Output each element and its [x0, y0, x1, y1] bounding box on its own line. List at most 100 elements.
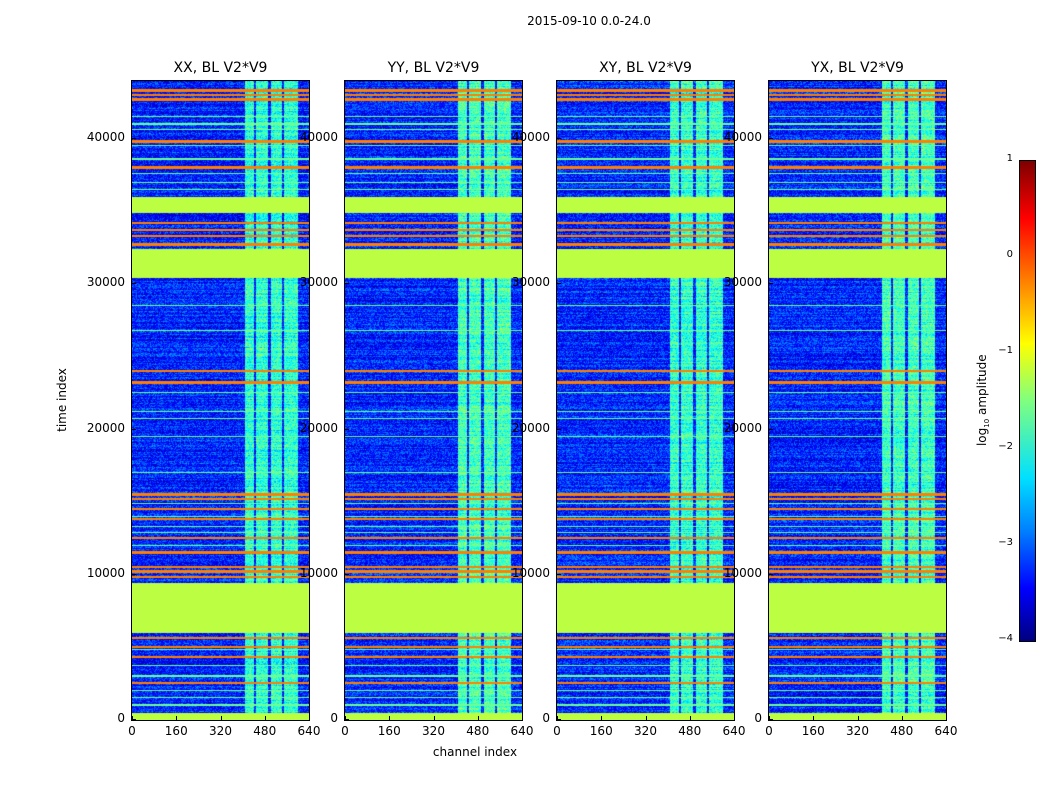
y-tick-label: 40000 — [86, 130, 125, 145]
y-tick-mark — [345, 283, 349, 285]
x-tick-label: 320 — [209, 724, 232, 738]
x-tick-mark — [769, 716, 770, 720]
x-tick-mark — [522, 716, 523, 720]
colorbar-tick-label: −2 — [998, 441, 1013, 452]
heatmap-image — [132, 81, 309, 720]
colorbar — [1019, 160, 1036, 642]
y-tick-mark — [132, 428, 136, 430]
x-tick-label: 320 — [422, 724, 445, 738]
heatmap-image — [557, 81, 734, 720]
x-tick-label: 480 — [253, 724, 277, 738]
x-tick-mark — [946, 716, 947, 720]
figure-title: 2015-09-10 0.0-24.0 — [527, 14, 651, 28]
colorbar-tick-label: 0 — [1006, 249, 1013, 260]
y-tick-mark — [557, 719, 561, 720]
x-tick-label: 320 — [634, 724, 657, 738]
x-tick-mark — [477, 716, 479, 720]
x-tick-label: 320 — [846, 724, 869, 738]
y-tick-label: 10000 — [511, 565, 550, 580]
y-tick-mark — [132, 138, 136, 140]
waterfall-panel-2: YY, BL V2*V9 — [344, 60, 523, 721]
y-tick-mark — [557, 283, 561, 285]
y-tick-label: 0 — [330, 711, 338, 725]
y-tick-label: 40000 — [299, 130, 338, 145]
y-tick-label: 40000 — [511, 130, 550, 145]
y-tick-label: 30000 — [511, 275, 550, 290]
panel-title: XY, BL V2*V9 — [599, 60, 692, 76]
y-tick-label: 10000 — [299, 565, 338, 580]
y-tick-mark — [345, 719, 349, 720]
x-tick-mark — [309, 716, 310, 720]
x-tick-mark — [220, 716, 222, 720]
x-tick-mark — [689, 716, 691, 720]
x-tick-mark — [813, 716, 815, 720]
y-tick-mark — [769, 428, 773, 430]
y-tick-mark — [769, 283, 773, 285]
y-tick-label: 20000 — [299, 420, 338, 435]
x-tick-label: 480 — [890, 724, 914, 738]
panel-title: YY, BL V2*V9 — [387, 60, 480, 76]
y-tick-label: 0 — [117, 711, 125, 725]
y-tick-mark — [769, 719, 773, 720]
x-tick-mark — [264, 716, 266, 720]
y-tick-label: 10000 — [723, 565, 762, 580]
waterfall-panel-1: XX, BL V2*V9 — [131, 60, 310, 721]
x-tick-label: 0 — [128, 724, 136, 738]
y-tick-mark — [769, 573, 773, 575]
x-tick-label: 480 — [678, 724, 702, 738]
x-tick-label: 0 — [341, 724, 349, 738]
x-tick-label: 160 — [377, 724, 401, 738]
colorbar-tick-label: −4 — [998, 633, 1013, 644]
y-tick-label: 20000 — [511, 420, 550, 435]
x-tick-label: 640 — [297, 724, 321, 738]
heatmap-image — [345, 81, 522, 720]
x-tick-label: 640 — [510, 724, 534, 738]
x-axis-label: channel index — [432, 745, 518, 759]
y-tick-label: 0 — [754, 711, 762, 725]
y-tick-label: 20000 — [86, 420, 125, 435]
x-tick-mark — [901, 716, 903, 720]
x-tick-mark — [645, 716, 647, 720]
x-tick-mark — [345, 716, 346, 720]
x-tick-mark — [857, 716, 859, 720]
x-tick-mark — [734, 716, 735, 720]
x-tick-label: 640 — [934, 724, 958, 738]
panel-title: XX, BL V2*V9 — [173, 60, 268, 76]
colorbar-tick-label: −3 — [998, 537, 1013, 548]
y-tick-mark — [769, 138, 773, 140]
x-tick-label: 160 — [589, 724, 613, 738]
y-tick-label: 40000 — [723, 130, 762, 145]
waterfall-panel-3: XY, BL V2*V9 — [556, 60, 735, 721]
y-tick-label: 30000 — [299, 275, 338, 290]
y-tick-mark — [345, 428, 349, 430]
x-tick-mark — [433, 716, 435, 720]
y-tick-label: 30000 — [723, 275, 762, 290]
y-tick-label: 30000 — [86, 275, 125, 290]
x-tick-mark — [389, 716, 391, 720]
y-tick-mark — [132, 283, 136, 285]
x-tick-mark — [176, 716, 178, 720]
x-tick-label: 160 — [164, 724, 188, 738]
y-tick-mark — [557, 138, 561, 140]
x-tick-mark — [557, 716, 558, 720]
y-tick-mark — [345, 138, 349, 140]
colorbar-tick-label: −1 — [998, 345, 1013, 356]
colorbar-tick-label: 1 — [1006, 153, 1013, 164]
y-tick-label: 0 — [542, 711, 550, 725]
y-tick-mark — [132, 719, 136, 720]
y-axis-label: time index — [55, 368, 69, 432]
x-tick-mark — [601, 716, 603, 720]
waterfall-panel-4: YX, BL V2*V9 — [768, 60, 947, 721]
colorbar-label: log10 amplitude — [974, 354, 992, 447]
x-tick-label: 0 — [553, 724, 561, 738]
x-tick-label: 480 — [466, 724, 490, 738]
y-tick-label: 10000 — [86, 565, 125, 580]
x-tick-mark — [132, 716, 133, 720]
y-tick-label: 20000 — [723, 420, 762, 435]
heatmap-image — [769, 81, 946, 720]
x-tick-label: 160 — [801, 724, 825, 738]
y-tick-mark — [557, 428, 561, 430]
x-tick-label: 0 — [765, 724, 773, 738]
x-tick-label: 640 — [722, 724, 746, 738]
